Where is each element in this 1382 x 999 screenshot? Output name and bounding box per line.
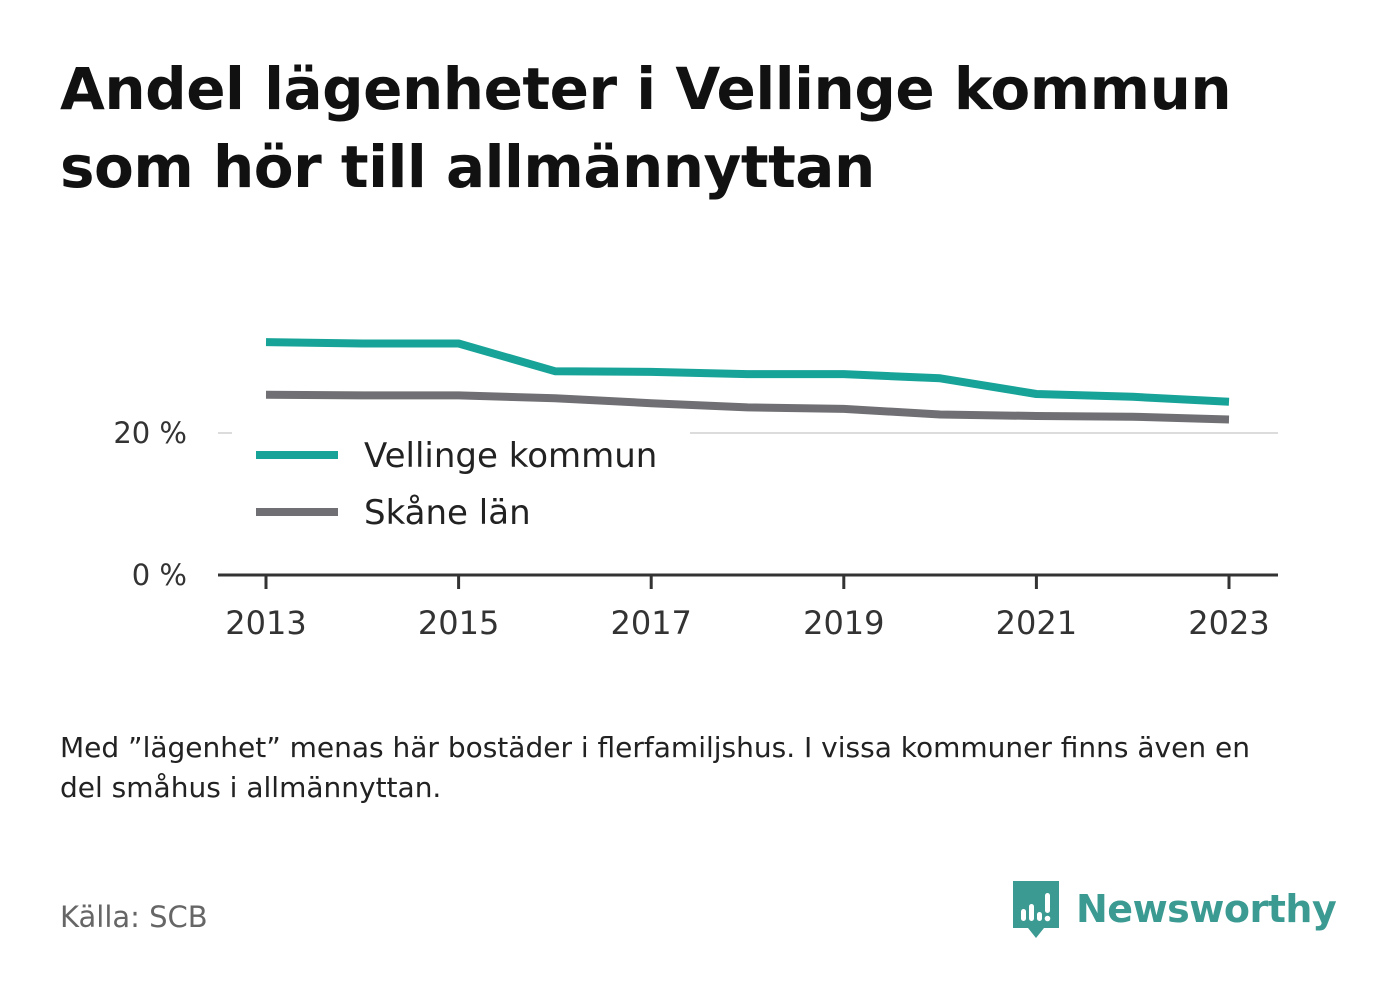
series-line — [265, 338, 1230, 406]
legend-background — [232, 428, 690, 548]
x-tick-label: 2013 — [225, 604, 306, 642]
y-tick-label: 0 % — [132, 558, 187, 592]
x-tick-label: 2017 — [610, 604, 691, 642]
source-label: Källa: SCB — [60, 900, 208, 934]
newsworthy-logo-icon — [1013, 881, 1059, 938]
x-tick-label: 2015 — [418, 604, 499, 642]
chart-title: Andel lägenheter i Vellinge kommun som h… — [60, 55, 1232, 201]
x-tick-label: 2019 — [803, 604, 884, 642]
series-line — [265, 390, 1230, 424]
x-tick-label: 2023 — [1188, 604, 1269, 642]
x-tick-label: 2021 — [996, 604, 1077, 642]
legend-label: Vellinge kommun — [364, 436, 657, 476]
chart-note: Med ”lägenhet” menas här bostäder i fler… — [60, 731, 1250, 804]
brand-name: Newsworthy — [1076, 887, 1337, 931]
y-tick-label: 20 % — [113, 416, 187, 450]
line-chart: 0 % 20 % 2013 2015 2017 2019 2021 2023 Vellinge… — [113, 338, 1278, 642]
legend-label: Skåne län — [364, 493, 531, 533]
brand-logo: Newsworthy — [1010, 878, 1337, 940]
